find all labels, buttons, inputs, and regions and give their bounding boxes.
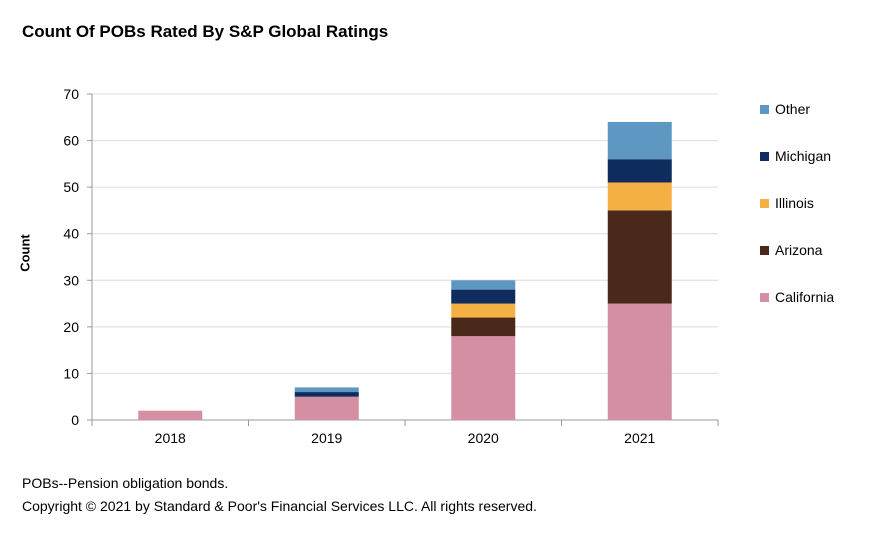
x-tick-label: 2020 xyxy=(468,430,499,446)
legend-swatch xyxy=(760,104,769,114)
legend-label: Arizona xyxy=(775,242,823,258)
bar-segment-other-2021 xyxy=(607,121,672,160)
legend-swatch xyxy=(760,292,769,302)
y-tick-label: 70 xyxy=(63,86,79,102)
y-tick-label: 30 xyxy=(63,272,79,288)
bar-segment-arizona-2020 xyxy=(451,317,516,337)
bar-segment-other-2019 xyxy=(294,387,359,393)
x-tick-label: 2021 xyxy=(624,430,655,446)
chart-title: Count Of POBs Rated By S&P Global Rating… xyxy=(22,22,389,41)
legend-swatch xyxy=(760,198,769,208)
bar-segment-illinois-2020 xyxy=(451,303,516,318)
y-tick-label: 10 xyxy=(63,365,79,381)
y-tick-label: 40 xyxy=(63,226,79,242)
bar-segment-california-2020 xyxy=(451,336,516,420)
legend-item-other: Other xyxy=(760,100,810,118)
bar-segment-other-2020 xyxy=(451,280,516,290)
x-tick-label: 2018 xyxy=(155,430,186,446)
legend-item-illinois: Illinois xyxy=(760,194,814,212)
legend-swatch xyxy=(760,151,769,161)
y-tick-label: 20 xyxy=(63,319,79,335)
bar-segment-illinois-2021 xyxy=(607,182,672,211)
footnote-definition: POBs--Pension obligation bonds. xyxy=(22,475,229,491)
bar-segment-michigan-2021 xyxy=(607,159,672,183)
legend-label: Illinois xyxy=(775,195,814,211)
copyright-notice: Copyright © 2021 by Standard & Poor's Fi… xyxy=(22,498,537,514)
bar-segment-michigan-2019 xyxy=(294,392,359,397)
y-tick-label: 60 xyxy=(63,133,79,149)
bar-segment-arizona-2021 xyxy=(607,210,672,304)
legend-swatch xyxy=(760,245,769,255)
legend-label: California xyxy=(775,289,835,305)
legend-label: Michigan xyxy=(775,148,832,164)
y-tick-label: 50 xyxy=(63,179,79,195)
legend-item-arizona: Arizona xyxy=(760,241,822,259)
legend-item-california: California xyxy=(760,288,834,306)
legend-item-michigan: Michigan xyxy=(760,147,831,165)
bar-segment-michigan-2020 xyxy=(451,289,516,304)
x-tick-label: 2019 xyxy=(311,430,342,446)
bar-segment-california-2019 xyxy=(294,396,359,420)
y-tick-label: 0 xyxy=(71,412,79,428)
legend-label: Other xyxy=(775,101,811,117)
bar-segment-california-2018 xyxy=(138,410,203,420)
bar-segment-california-2021 xyxy=(607,303,672,420)
